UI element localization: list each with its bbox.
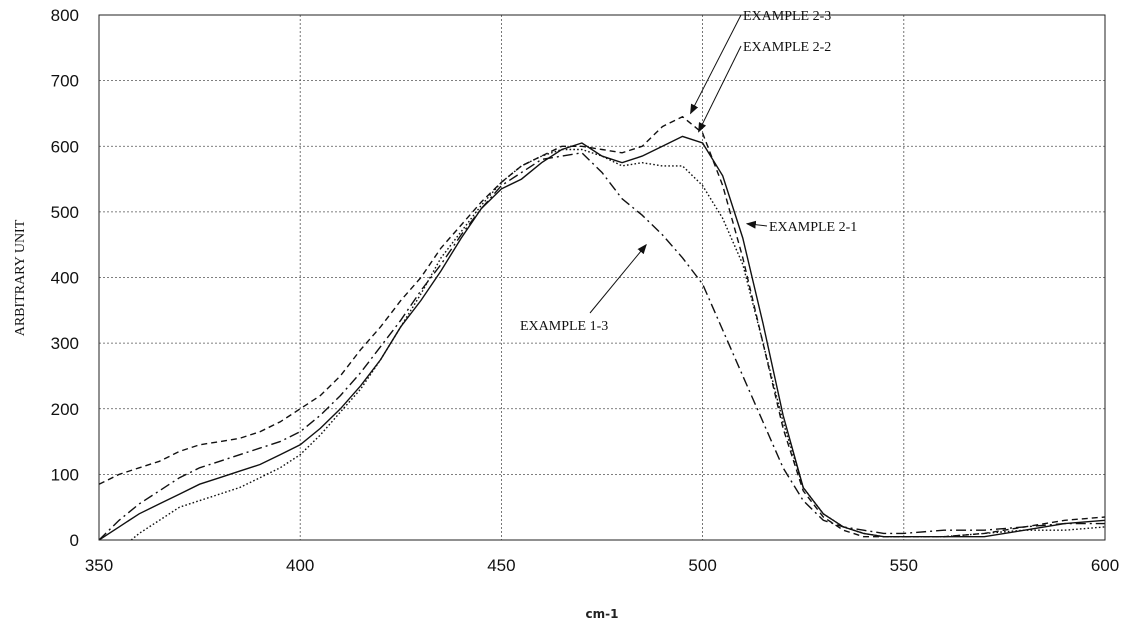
- x-tick-label: 600: [1091, 556, 1119, 575]
- annotation-label: EXAMPLE 1-3: [520, 319, 608, 334]
- annotation-arrow: [747, 224, 767, 226]
- annotation-label: EXAMPLE 2-2: [743, 40, 831, 55]
- x-tick-label: 500: [688, 556, 716, 575]
- series-line-example-2-2: [99, 136, 1105, 540]
- y-tick-label: 0: [70, 531, 79, 550]
- plot-frame: [99, 15, 1105, 540]
- annotation-label: EXAMPLE 2-1: [769, 220, 857, 235]
- annotation-label: EXAMPLE 2-3: [743, 9, 831, 24]
- grid: [99, 15, 1105, 540]
- annotation-arrow: [699, 46, 741, 132]
- y-tick-label: 300: [51, 334, 79, 353]
- tick-labels: 0 100 200 300 400 500 600 700 800 350 400 450 500 550…: [51, 6, 1120, 575]
- y-axis-title: ARBITRARY UNIT: [13, 219, 28, 336]
- annotations: EXAMPLE 2-3 EXAMPLE 2-2 EXAMPLE 2-1 EXAMPLE…: [520, 9, 857, 334]
- y-tick-label: 700: [51, 72, 79, 91]
- x-tick-label: 450: [487, 556, 515, 575]
- y-tick-label: 600: [51, 137, 79, 156]
- y-tick-label: 800: [51, 6, 79, 25]
- y-tick-label: 100: [51, 465, 79, 484]
- x-axis-title: cm-1: [586, 607, 619, 621]
- x-tick-label: 400: [286, 556, 314, 575]
- series-line-example-2-1: [131, 150, 1105, 541]
- x-tick-label: 550: [890, 556, 918, 575]
- annotation-arrow: [590, 245, 646, 313]
- y-tick-label: 500: [51, 203, 79, 222]
- y-tick-label: 200: [51, 400, 79, 419]
- x-tick-label: 350: [85, 556, 113, 575]
- annotation-arrow: [691, 15, 741, 113]
- y-tick-label: 400: [51, 269, 79, 288]
